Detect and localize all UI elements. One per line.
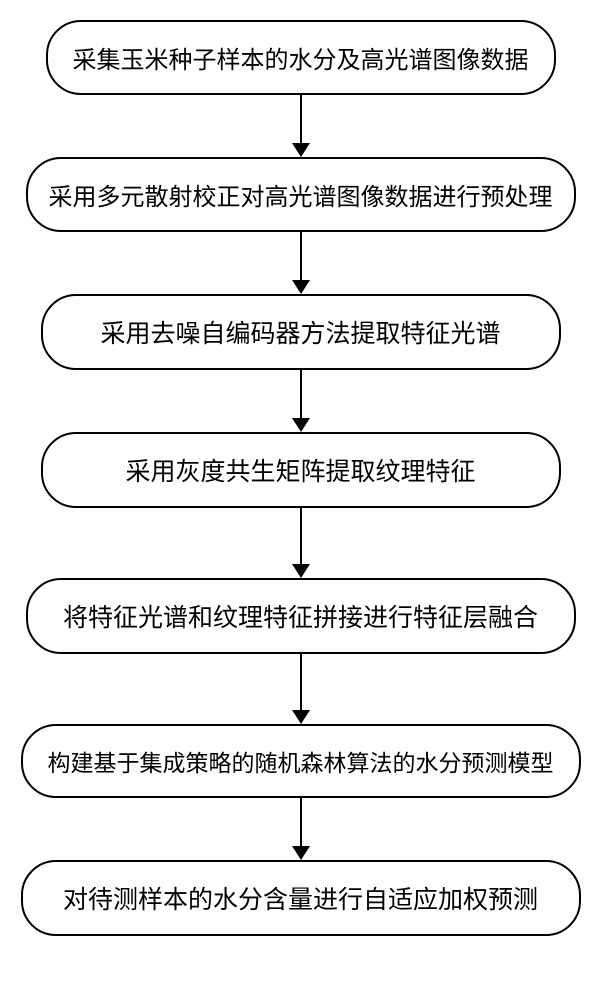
arrow-line	[300, 798, 302, 846]
arrow-head-icon	[292, 280, 310, 294]
flowchart-node-n5: 将特征光谱和纹理特征拼接进行特征层融合	[26, 578, 576, 654]
arrow-line	[300, 508, 302, 564]
arrow-head-icon	[292, 846, 310, 860]
flowchart-node-n6: 构建基于集成策略的随机森林算法的水分预测模型	[21, 724, 581, 798]
arrow-n4	[292, 508, 310, 578]
arrow-line	[300, 95, 302, 143]
arrow-head-icon	[292, 143, 310, 157]
flowchart-node-n7: 对待测样本的水分含量进行自适应加权预测	[21, 860, 581, 936]
arrow-n2	[292, 232, 310, 294]
arrow-line	[300, 232, 302, 280]
arrow-n1	[292, 95, 310, 157]
arrow-n6	[292, 798, 310, 860]
flowchart-node-n3: 采用去噪自编码器方法提取特征光谱	[41, 294, 561, 370]
node-label: 采用灰度共生矩阵提取纹理特征	[125, 452, 475, 488]
flowchart-node-n1: 采集玉米种子样本的水分及高光谱图像数据	[46, 20, 556, 95]
node-label: 采用多元散射校正对高光谱图像数据进行预处理	[49, 177, 553, 212]
flowchart-container: 采集玉米种子样本的水分及高光谱图像数据采用多元散射校正对高光谱图像数据进行预处理…	[0, 20, 601, 936]
node-label: 构建基于集成策略的随机森林算法的水分预测模型	[48, 744, 554, 778]
arrow-line	[300, 654, 302, 710]
flowchart-node-n2: 采用多元散射校正对高光谱图像数据进行预处理	[26, 157, 576, 232]
node-label: 采集玉米种子样本的水分及高光谱图像数据	[73, 40, 529, 75]
flowchart-node-n4: 采用灰度共生矩阵提取纹理特征	[41, 432, 561, 508]
node-label: 对待测样本的水分含量进行自适应加权预测	[63, 880, 538, 916]
arrow-n5	[292, 654, 310, 724]
arrow-n3	[292, 370, 310, 432]
arrow-line	[300, 370, 302, 418]
arrow-head-icon	[292, 710, 310, 724]
arrow-head-icon	[292, 418, 310, 432]
arrow-head-icon	[292, 564, 310, 578]
node-label: 采用去噪自编码器方法提取特征光谱	[100, 314, 500, 350]
node-label: 将特征光谱和纹理特征拼接进行特征层融合	[63, 598, 538, 634]
